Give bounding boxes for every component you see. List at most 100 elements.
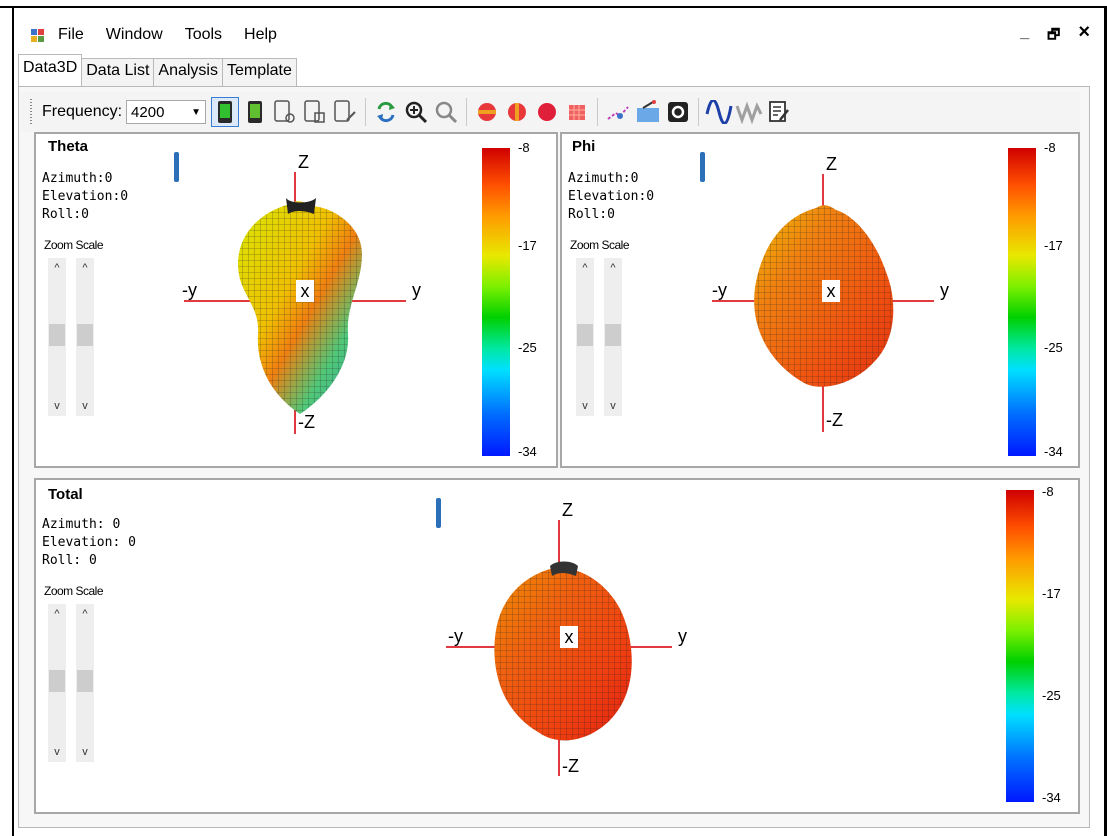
slider-thumb[interactable] bbox=[577, 324, 593, 346]
scale-slider[interactable]: ^ v bbox=[604, 258, 622, 416]
measure-button[interactable] bbox=[604, 97, 632, 127]
menu-file[interactable]: File bbox=[58, 26, 84, 43]
phone-icon bbox=[248, 101, 263, 123]
slider-thumb[interactable] bbox=[49, 324, 65, 346]
minimize-button[interactable]: _ bbox=[1020, 24, 1030, 41]
device-rotate-icon bbox=[274, 100, 295, 123]
device-edit-icon bbox=[334, 100, 356, 122]
restore-button[interactable]: 🗗 bbox=[1047, 26, 1061, 42]
axis-label-neg-y: -y bbox=[448, 626, 463, 646]
orientation-indicator bbox=[174, 152, 179, 182]
close-button[interactable]: × bbox=[1078, 21, 1090, 43]
theta-pattern-surface bbox=[238, 198, 362, 414]
frame-left-border bbox=[12, 6, 14, 836]
zoom-scale-label: Zoom Scale bbox=[44, 238, 104, 252]
slider-down-arrow[interactable]: v bbox=[82, 746, 88, 758]
slider-up-arrow[interactable]: ^ bbox=[82, 262, 88, 274]
colorbar-label-max: -8 bbox=[1042, 484, 1054, 499]
box-button[interactable] bbox=[563, 97, 591, 127]
refresh-button[interactable] bbox=[372, 97, 400, 127]
device-import-button[interactable] bbox=[301, 97, 329, 127]
zoom-slider[interactable]: ^ v bbox=[48, 258, 66, 416]
device-view-button[interactable] bbox=[211, 97, 240, 127]
slider-down-arrow[interactable]: v bbox=[54, 746, 60, 758]
cut-horizontal-button[interactable] bbox=[473, 97, 501, 127]
phi-panel: Phi Azimuth:0 Elevation:0 Roll:0 Zoom Sc… bbox=[560, 132, 1080, 468]
slider-down-arrow[interactable]: v bbox=[82, 400, 88, 412]
device-rotate-button[interactable] bbox=[271, 97, 299, 127]
axis-label-y: y bbox=[940, 280, 949, 300]
toolbar: Frequency: 4200 ▼ bbox=[20, 92, 1080, 132]
toolbar-grip[interactable] bbox=[30, 99, 32, 125]
zoom-in-button[interactable] bbox=[402, 97, 430, 127]
slider-down-arrow[interactable]: v bbox=[610, 400, 616, 412]
device-alt-button[interactable] bbox=[241, 97, 269, 127]
zoom-scale-label: Zoom Scale bbox=[44, 584, 104, 598]
axis-label-z: Z bbox=[826, 154, 837, 174]
frame-right-border bbox=[1104, 6, 1107, 836]
slider-up-arrow[interactable]: ^ bbox=[54, 608, 60, 620]
slider-up-arrow[interactable]: ^ bbox=[582, 262, 588, 274]
slider-down-arrow[interactable]: v bbox=[582, 400, 588, 412]
settings-button[interactable] bbox=[664, 97, 692, 127]
panel-title: Theta bbox=[48, 138, 89, 155]
axis-label-x: x bbox=[560, 626, 578, 648]
total-panel: Total Azimuth: 0 Elevation: 0 Roll: 0 Zo… bbox=[34, 478, 1080, 814]
slider-up-arrow[interactable]: ^ bbox=[54, 262, 60, 274]
panel-title: Total bbox=[48, 486, 83, 503]
colorbar-label-min: -34 bbox=[1042, 790, 1061, 805]
sphere-button[interactable] bbox=[533, 97, 561, 127]
zoom-out-button[interactable] bbox=[432, 97, 460, 127]
sine-wave-icon bbox=[705, 100, 733, 124]
axis-label-y: y bbox=[412, 280, 421, 300]
scale-slider[interactable]: ^ v bbox=[76, 258, 94, 416]
slider-up-arrow[interactable]: ^ bbox=[610, 262, 616, 274]
slider-thumb[interactable] bbox=[77, 670, 93, 692]
frequency-select[interactable]: 4200 ▼ bbox=[126, 100, 207, 124]
waveform-button[interactable] bbox=[705, 97, 733, 127]
menu-help[interactable]: Help bbox=[244, 26, 277, 43]
axis-label-neg-z: -Z bbox=[562, 756, 579, 776]
antenna-button[interactable] bbox=[634, 97, 662, 127]
tab-data-list[interactable]: Data List bbox=[81, 58, 155, 86]
sphere-icon bbox=[538, 103, 557, 121]
window-controls: _ 🗗 × bbox=[1020, 21, 1090, 48]
zoom-scale-label: Zoom Scale bbox=[570, 238, 630, 252]
cut-vertical-button[interactable] bbox=[503, 97, 531, 127]
orientation-info: Azimuth:0 Elevation:0 Roll:0 bbox=[568, 171, 655, 222]
zoom-in-icon bbox=[405, 101, 428, 124]
axis-label-neg-z: -Z bbox=[826, 410, 843, 430]
tab-analysis[interactable]: Analysis bbox=[153, 58, 223, 86]
slider-up-arrow[interactable]: ^ bbox=[82, 608, 88, 620]
orientation-indicator bbox=[700, 152, 705, 182]
axis-label-z: Z bbox=[298, 152, 309, 172]
tab-template[interactable]: Template bbox=[221, 58, 297, 86]
orientation-info: Azimuth: 0 Elevation: 0 Roll: 0 bbox=[42, 517, 136, 568]
device-edit-button[interactable] bbox=[331, 97, 359, 127]
device-import-icon bbox=[304, 100, 325, 123]
slider-down-arrow[interactable]: v bbox=[54, 400, 60, 412]
colorbar-label-3: -25 bbox=[1042, 688, 1061, 703]
colorbar-label-3: -25 bbox=[518, 340, 537, 355]
multi-wave-button[interactable] bbox=[735, 97, 763, 127]
slider-thumb[interactable] bbox=[605, 324, 621, 346]
colorbar-label-max: -8 bbox=[1044, 140, 1056, 155]
scale-slider[interactable]: ^ v bbox=[76, 604, 94, 762]
menu-tools[interactable]: Tools bbox=[184, 26, 223, 43]
axis-label-neg-z: -Z bbox=[298, 412, 315, 432]
notes-button[interactable] bbox=[765, 97, 793, 127]
axis-label-neg-y: -y bbox=[182, 280, 197, 300]
orientation-indicator bbox=[436, 498, 441, 528]
zoom-slider[interactable]: ^ v bbox=[576, 258, 594, 416]
zoom-slider[interactable]: ^ v bbox=[48, 604, 66, 762]
orientation-info: Azimuth:0 Elevation:0 Roll:0 bbox=[42, 171, 129, 222]
sphere-horizontal-cut-icon bbox=[478, 103, 497, 121]
measure-icon bbox=[607, 106, 629, 120]
slider-thumb[interactable] bbox=[77, 324, 93, 346]
panel-title: Phi bbox=[572, 138, 596, 155]
zigzag-icon bbox=[735, 101, 763, 124]
tab-data3d[interactable]: Data3D bbox=[18, 54, 83, 87]
menu-window[interactable]: Window bbox=[105, 26, 163, 43]
colorbar bbox=[482, 148, 510, 456]
slider-thumb[interactable] bbox=[49, 670, 65, 692]
